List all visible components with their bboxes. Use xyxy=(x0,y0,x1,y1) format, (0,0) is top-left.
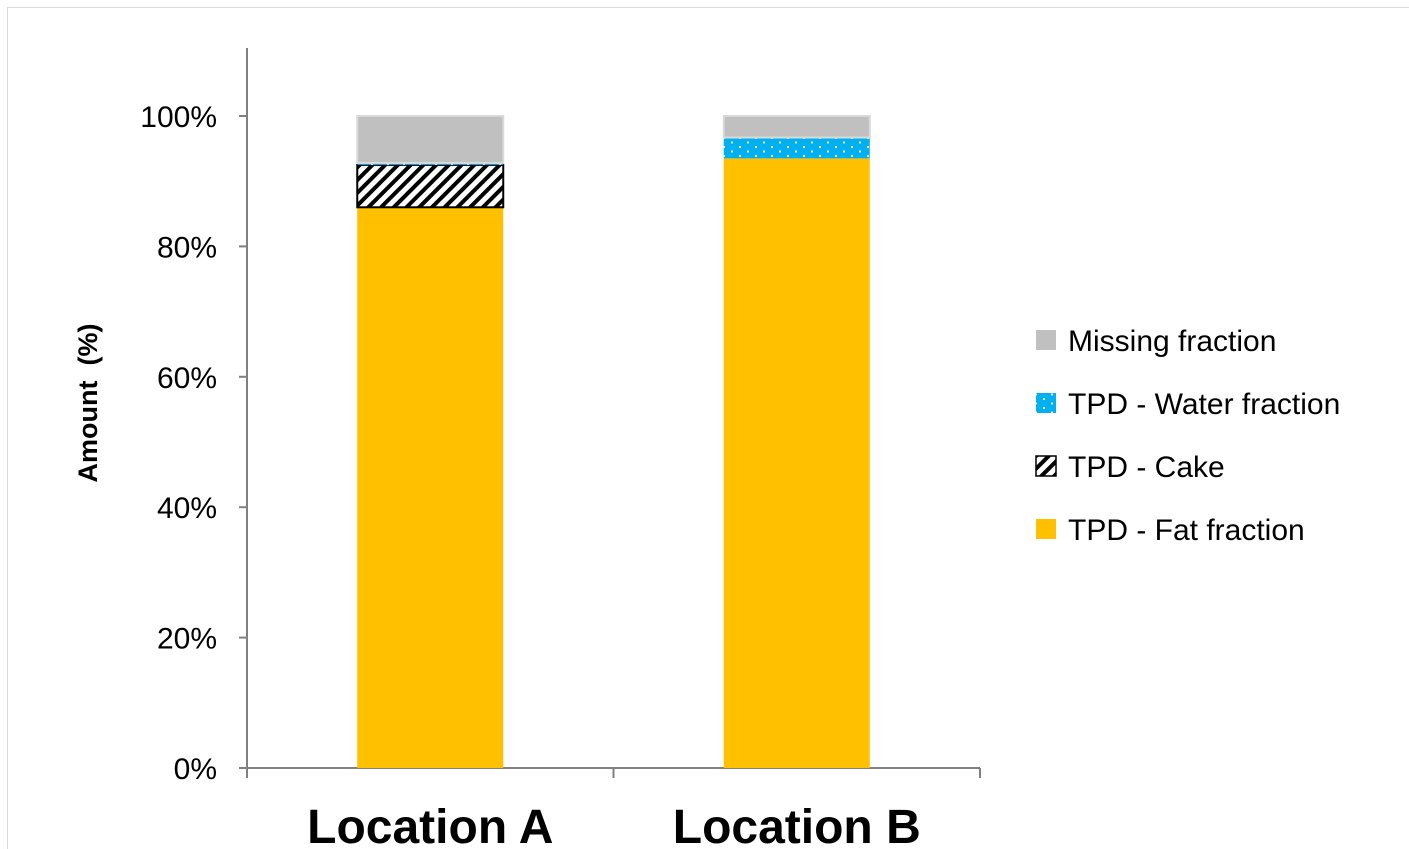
legend: Missing fraction TPD - Water fraction TPD … xyxy=(1035,325,1340,547)
legend-label: TPD - Cake xyxy=(1068,451,1225,484)
bar-segment-missing-fraction-location-b xyxy=(722,115,871,139)
legend-swatch-missing-fraction xyxy=(1036,330,1056,350)
legend-label: TPD - Water fraction xyxy=(1068,388,1340,421)
x-category-label: Location B xyxy=(673,801,921,849)
bar-segment-tpd-water-fraction-location-b xyxy=(723,137,870,159)
bar-segment-missing-fraction-location-a xyxy=(356,115,505,164)
y-tick-label: 100% xyxy=(140,101,217,134)
legend-swatch-tpd-fat-fraction xyxy=(1036,519,1056,539)
y-tick-label: 20% xyxy=(157,623,217,656)
bar-segment-tpd-fat-fraction-location-b xyxy=(723,158,870,768)
bar-segment-tpd-cake-location-a xyxy=(356,163,505,209)
bars xyxy=(356,115,871,768)
legend-swatch-tpd-water-fraction xyxy=(1036,393,1056,413)
chart-frame xyxy=(7,7,1409,849)
y-axis-title: Amount (%) xyxy=(73,324,103,483)
y-tick-label: 60% xyxy=(157,362,217,395)
y-tick-label: 40% xyxy=(157,492,217,525)
legend-label: TPD - Fat fraction xyxy=(1068,514,1305,547)
y-tick-label: 0% xyxy=(174,753,217,786)
bar-segment-tpd-fat-fraction-location-a xyxy=(357,207,504,768)
labels: 0% 20% 40% 60% 80% 100% Location A Location B Am… xyxy=(73,101,921,849)
legend-swatch-tpd-cake xyxy=(1035,455,1057,477)
x-category-label: Location A xyxy=(307,801,553,849)
y-tick-label: 80% xyxy=(157,231,217,264)
legend-label: Missing fraction xyxy=(1068,325,1276,358)
